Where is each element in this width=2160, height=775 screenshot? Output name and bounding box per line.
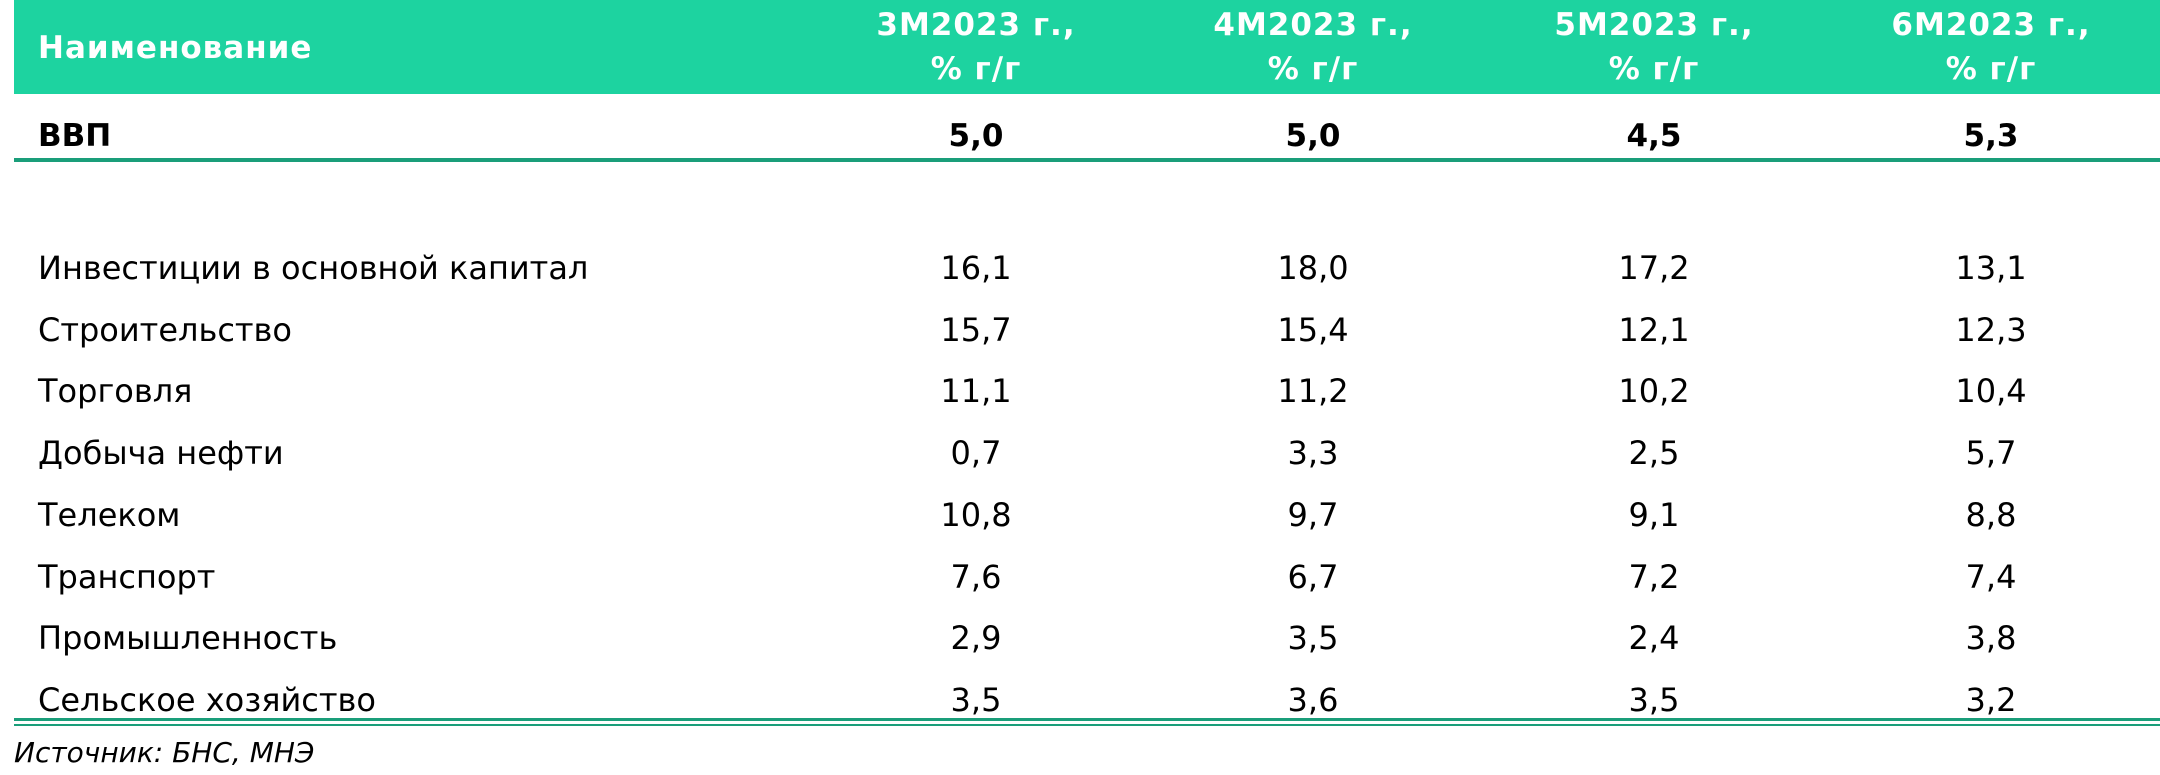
value-cell: 3,6: [1287, 680, 1339, 719]
header-cell: Наименование: [38, 30, 313, 66]
value-cell: 9,7: [1287, 495, 1339, 534]
value-cell: 9,1: [1628, 495, 1680, 534]
row-label: Промышленность: [38, 619, 338, 658]
value-cell: 6,7: [1287, 557, 1339, 596]
value-cell: 3,8: [1965, 619, 2017, 658]
value-cell: 12,3: [1955, 310, 2027, 349]
value-cell: 10,4: [1955, 372, 2027, 411]
value-cell: 2,9: [950, 619, 1002, 658]
header-cell: 4М2023 г., % г/г: [1213, 7, 1413, 87]
value-cell: 16,1: [940, 249, 1012, 287]
value-cell: 18,0: [1277, 249, 1349, 287]
value-cell: 5,7: [1965, 434, 2017, 473]
value-cell: 15,7: [940, 310, 1012, 349]
row-label: Строительство: [38, 310, 292, 349]
value-cell: 11,1: [940, 372, 1012, 411]
value-cell: 12,1: [1618, 310, 1690, 349]
value-cell: 3,5: [950, 680, 1002, 719]
value-cell: 7,6: [950, 557, 1002, 596]
value-cell: 17,2: [1618, 249, 1690, 287]
value-cell: 3,2: [1965, 680, 2017, 719]
source-note: Источник: БНС, МНЭ: [14, 736, 315, 769]
header-cell: 5М2023 г., % г/г: [1554, 7, 1754, 87]
value-cell: 3,5: [1628, 680, 1680, 719]
row-label: Транспорт: [38, 557, 216, 596]
row-label: Телеком: [38, 495, 181, 534]
row-label: Инвестиции в основной капитал: [38, 249, 589, 287]
row-label: Добыча нефти: [38, 434, 284, 473]
value-cell: 3,5: [1287, 619, 1339, 658]
value-cell: 11,2: [1277, 372, 1349, 411]
row-divider: [14, 158, 2160, 162]
row-label: Сельское хозяйство: [38, 680, 376, 719]
value-cell: 2,4: [1628, 619, 1680, 658]
value-cell: 7,4: [1965, 557, 2017, 596]
value-cell: 15,4: [1277, 310, 1349, 349]
value-cell: 13,1: [1955, 249, 2027, 287]
header-background: [14, 0, 2160, 94]
value-cell: 3,3: [1287, 434, 1339, 473]
highlight-cell: 5,3: [1963, 118, 2019, 154]
highlight-cell: ВВП: [38, 118, 112, 154]
row-label: Торговля: [38, 372, 193, 411]
value-cell: 7,2: [1628, 557, 1680, 596]
highlight-cell: 4,5: [1626, 118, 1682, 154]
value-cell: 0,7: [950, 434, 1002, 473]
bottom-rule: [14, 718, 2160, 721]
value-cell: 10,2: [1618, 372, 1690, 411]
value-cell: 2,5: [1628, 434, 1680, 473]
highlight-cell: 5,0: [948, 118, 1004, 154]
highlight-cell: 5,0: [1285, 118, 1341, 154]
header-cell: 3М2023 г., % г/г: [876, 7, 1076, 87]
header-cell: 6М2023 г., % г/г: [1891, 7, 2091, 87]
bottom-rule: [14, 724, 2160, 726]
value-cell: 8,8: [1965, 495, 2017, 534]
value-cell: 10,8: [940, 495, 1012, 534]
